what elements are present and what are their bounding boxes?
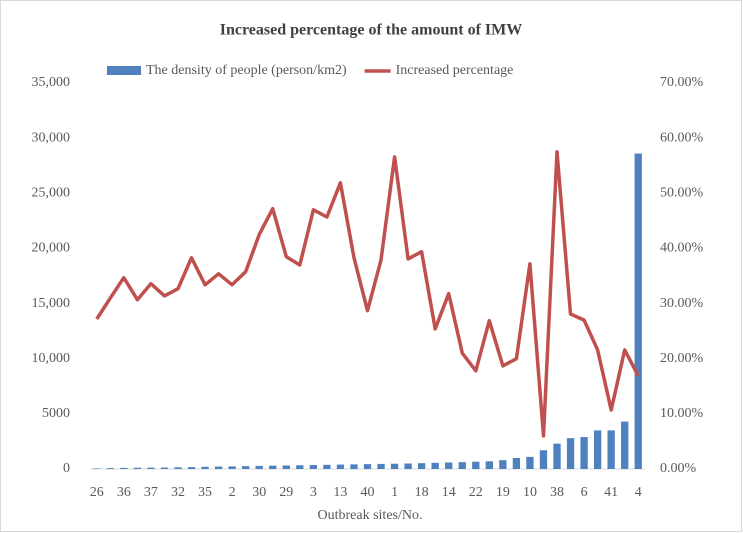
y2-tick-label: 50.00% (660, 186, 704, 201)
x-tick-label: 3 (310, 485, 317, 500)
y2-tick-label: 10.00% (660, 406, 704, 421)
y2-tick-label: 30.00% (660, 296, 704, 311)
bar (309, 465, 318, 469)
bar (336, 464, 345, 469)
bar (512, 457, 521, 469)
bar (228, 466, 236, 469)
bar (593, 430, 602, 469)
x-tick-label: 30 (252, 485, 266, 500)
y2-tick-label: 0.00% (660, 461, 697, 476)
x-tick-label: 38 (550, 485, 564, 500)
x-tick-label: 26 (90, 485, 104, 500)
bar (566, 438, 575, 469)
bar (201, 466, 209, 469)
bar (472, 461, 480, 469)
bar (634, 153, 642, 469)
y-tick-label: 25,000 (32, 186, 71, 201)
x-tick-label: 40 (361, 485, 375, 500)
x-tick-label: 14 (442, 485, 456, 500)
x-axis-label: Outbreak sites/No. (318, 508, 423, 523)
bar (445, 462, 453, 469)
y-tick-label: 5000 (42, 406, 70, 421)
x-tick-label: 32 (171, 485, 185, 500)
bar (499, 460, 507, 469)
bar (160, 467, 169, 469)
bar (526, 456, 534, 469)
bar (580, 437, 588, 469)
x-tick-label: 18 (415, 485, 429, 500)
bar (214, 466, 223, 469)
bar (377, 463, 385, 469)
y-tick-label: 35,000 (32, 75, 71, 90)
y2-tick-label: 70.00% (660, 75, 704, 90)
bar (458, 462, 466, 469)
bar (363, 464, 372, 469)
y-tick-label: 15,000 (32, 296, 71, 311)
bar (323, 464, 331, 469)
bar (93, 468, 101, 469)
x-tick-label: 13 (333, 485, 347, 500)
bar (539, 450, 548, 469)
bar (242, 466, 250, 469)
x-tick-label: 35 (198, 485, 212, 500)
bar (133, 467, 142, 469)
y-tick-label: 20,000 (32, 241, 71, 256)
bar (390, 463, 399, 469)
bar (174, 467, 182, 469)
bar (350, 464, 358, 469)
bar (282, 465, 290, 469)
y-tick-label: 10,000 (32, 351, 71, 366)
bar (120, 467, 128, 469)
x-tick-label: 6 (581, 485, 588, 500)
x-tick-label: 29 (279, 485, 293, 500)
bar (431, 462, 439, 469)
bar (553, 443, 561, 469)
bar (296, 465, 304, 469)
x-tick-label: 41 (604, 485, 618, 500)
x-tick-label: 4 (635, 485, 642, 500)
bar (404, 463, 412, 469)
legend-label: Increased percentage (396, 63, 514, 78)
x-tick-label: 10 (523, 485, 537, 500)
y-tick-label: 0 (63, 461, 70, 476)
legend-label: The density of people (person/km2) (146, 63, 347, 78)
y2-tick-label: 20.00% (660, 351, 704, 366)
bar (106, 468, 114, 469)
bar (187, 467, 196, 469)
line (95, 150, 640, 438)
x-tick-label: 37 (144, 485, 158, 500)
y2-tick-label: 60.00% (660, 130, 704, 145)
bar (417, 463, 426, 469)
y2-tick-label: 40.00% (660, 241, 704, 256)
x-tick-label: 36 (117, 485, 131, 500)
bar (621, 421, 629, 469)
bar (269, 465, 277, 469)
x-tick-label: 22 (469, 485, 483, 500)
y-tick-label: 30,000 (32, 130, 71, 145)
bar (485, 461, 493, 469)
bar (607, 430, 615, 469)
x-tick-label: 1 (391, 485, 398, 500)
x-tick-label: 19 (496, 485, 510, 500)
bar (147, 467, 155, 469)
x-tick-label: 2 (229, 485, 236, 500)
bar (255, 465, 263, 469)
chart-title: Increased percentage of the amount of IM… (220, 22, 522, 39)
legend-swatch (107, 66, 141, 75)
